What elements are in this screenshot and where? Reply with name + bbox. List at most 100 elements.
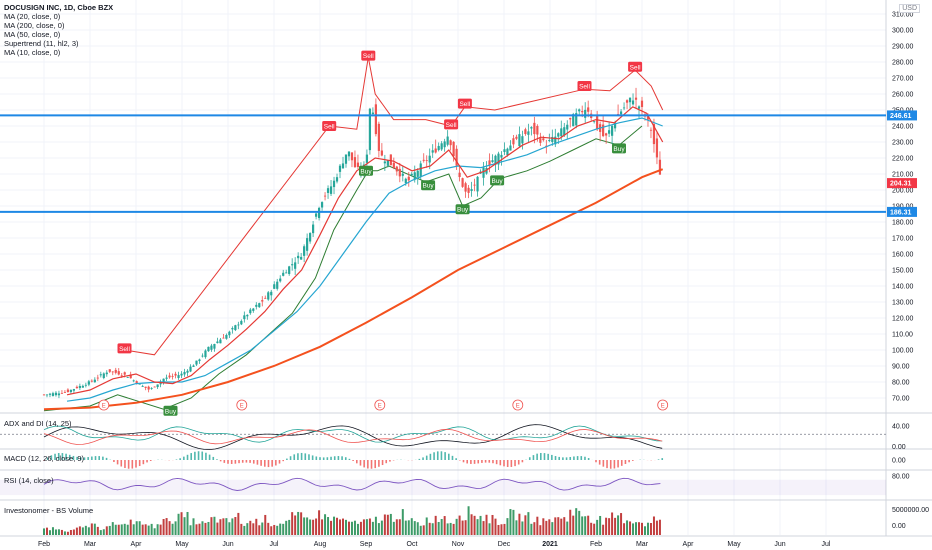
volume-bar <box>395 519 398 535</box>
supertrend-down-line <box>124 57 664 356</box>
volume-bar <box>476 519 479 535</box>
signal-sell <box>457 98 472 109</box>
macd-histogram-bar <box>308 454 310 460</box>
candle-body <box>596 115 599 130</box>
volume-pane-label[interactable]: Investonomer - BS Volume <box>4 506 94 515</box>
currency-label: USD <box>899 4 920 13</box>
candle-body <box>512 138 515 145</box>
price-tick: 140.00 <box>892 284 914 291</box>
indicator-ma20[interactable]: MA (20, close, 0) <box>4 12 61 21</box>
macd-histogram-bar <box>179 458 181 460</box>
volume-bar <box>186 511 189 535</box>
macd-histogram-bar <box>532 455 535 460</box>
volume-bar <box>643 526 646 535</box>
macd-histogram-bar <box>252 460 255 464</box>
macd-histogram-bar <box>551 454 553 460</box>
volume-bar <box>365 519 368 535</box>
candle-body <box>389 154 392 166</box>
volume-bar <box>482 521 485 535</box>
candle-body <box>329 186 333 194</box>
macd-histogram-bar <box>311 455 314 460</box>
volume-bar <box>285 520 288 535</box>
indicator-ma50[interactable]: MA (50, close, 0) <box>4 30 61 39</box>
macd-histogram-bar <box>264 460 266 467</box>
volume-bar <box>437 521 440 535</box>
candle-body <box>383 161 386 164</box>
volume-bar <box>575 508 578 535</box>
candle-body <box>57 393 61 396</box>
macd-histogram-bar <box>484 460 487 463</box>
macd-tick: 0.00 <box>892 458 906 465</box>
volume-bar <box>144 524 147 535</box>
candle-body <box>410 173 413 176</box>
volume-bar <box>521 521 524 535</box>
symbol-title[interactable]: DOCUSIGN INC, 1D, Cboe BZX <box>4 3 114 12</box>
macd-histogram-bar <box>352 460 354 461</box>
candle-body <box>144 386 147 388</box>
volume-bar <box>350 521 353 535</box>
candle-body <box>560 128 563 137</box>
macd-histogram-bar <box>562 457 564 460</box>
volume-bar <box>156 524 159 535</box>
volume-bar <box>87 527 90 535</box>
volume-bar <box>353 520 356 535</box>
rsi-pane-label[interactable]: RSI (14, close) <box>4 476 54 485</box>
macd-histogram-bar <box>43 460 45 461</box>
volume-bar <box>252 523 255 535</box>
candle-body <box>312 224 315 234</box>
candle-body <box>84 384 87 386</box>
volume-bar <box>416 522 419 535</box>
candle-body <box>48 393 52 395</box>
volume-bar <box>69 529 72 535</box>
indicator-supertrend[interactable]: Supertrend (11, hl2, 3) <box>4 39 79 48</box>
indicator-ma200[interactable]: MA (200, close, 0) <box>4 21 65 30</box>
candle-body <box>246 314 249 317</box>
candle-body <box>231 328 234 330</box>
candle-body <box>129 374 132 379</box>
rsi-band <box>0 479 886 496</box>
volume-bar <box>336 517 339 535</box>
adx-pane-label[interactable]: ADX and DI (14, 25) <box>4 419 72 428</box>
macd-histogram-bar <box>595 460 597 463</box>
candle-body <box>282 272 285 276</box>
candle-body <box>491 160 494 163</box>
time-tick: May <box>175 541 189 548</box>
macd-histogram-bar <box>517 460 520 465</box>
volume-bar <box>362 519 365 535</box>
volume-bar <box>473 515 476 535</box>
candle-body <box>300 256 303 260</box>
candle-body <box>530 127 533 129</box>
indicator-ma10[interactable]: MA (10, close, 0) <box>4 48 61 57</box>
macd-histogram-bar <box>433 452 435 460</box>
macd-histogram-bar <box>278 460 281 464</box>
candle-body <box>542 138 545 141</box>
candle-body <box>45 394 49 396</box>
price-badge <box>887 110 917 121</box>
candle-body <box>425 160 428 162</box>
macd-histogram-bar <box>418 458 421 460</box>
volume-bar <box>497 524 500 535</box>
signal-buy <box>421 180 436 191</box>
volume-bar <box>560 518 563 535</box>
macd-histogram-bar <box>337 456 340 460</box>
macd-histogram-bar <box>282 460 284 462</box>
macd-histogram-bar <box>304 453 307 460</box>
volume-bar <box>237 512 240 535</box>
macd-histogram-bar <box>565 457 568 460</box>
rsi-line <box>43 477 661 491</box>
macd-histogram-bar <box>197 451 200 460</box>
signal-sell <box>577 81 592 91</box>
macd-histogram-bar <box>201 451 204 460</box>
volume-tick: 0.00 <box>892 523 906 530</box>
macd-histogram-bar <box>65 453 67 460</box>
candle-body <box>317 207 321 219</box>
signal-label: Buy <box>491 178 503 185</box>
time-tick: Jun <box>222 541 233 548</box>
macd-pane-label[interactable]: MACD (12, 26, close, 9) <box>4 454 85 463</box>
macd-histogram-bar <box>245 460 248 463</box>
candle-body <box>261 300 264 302</box>
candle-body <box>72 389 75 391</box>
volume-bar <box>371 521 374 535</box>
volume-bar <box>189 525 192 535</box>
